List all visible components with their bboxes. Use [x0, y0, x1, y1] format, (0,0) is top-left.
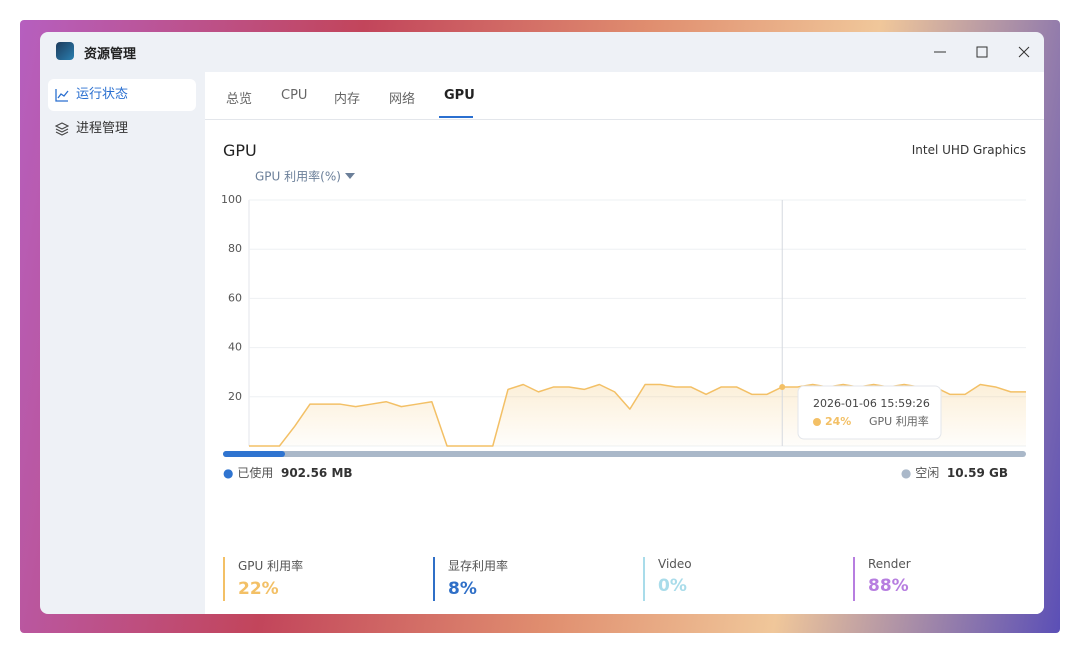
- tooltip-series: GPU 利用率: [869, 414, 929, 428]
- maximize[interactable]: [976, 46, 988, 58]
- window: 资源管理 运行状态 进程管理 总览 CPU 内存 网络 GPU GPU Inte…: [40, 32, 1044, 614]
- memory-free-row: ● 空闲 10.59 GB: [900, 466, 1008, 480]
- label: 空闲: [915, 466, 940, 480]
- dropdown-arrow[interactable]: [345, 173, 355, 179]
- tab-indicator: [439, 116, 473, 118]
- value: 10.59 GB: [946, 466, 1008, 480]
- tooltip-value: 24%: [825, 415, 851, 428]
- app-icon: [56, 42, 74, 60]
- stat-label: GPU 利用率: [238, 559, 304, 573]
- stat: Video 0%: [643, 557, 692, 601]
- stat-value: 88%: [868, 576, 909, 596]
- value: 902.56 MB: [280, 466, 353, 480]
- stat-value: 0%: [658, 576, 687, 596]
- tab[interactable]: GPU: [444, 88, 475, 103]
- divider: [205, 119, 1044, 120]
- device-name: Intel UHD Graphics: [911, 143, 1026, 157]
- stat: Render 88%: [853, 557, 911, 601]
- tab[interactable]: 内存: [334, 92, 361, 107]
- tooltip: [797, 385, 942, 440]
- stat: GPU 利用率 22%: [223, 557, 303, 601]
- y-tick-label: 60: [228, 291, 242, 304]
- tooltip-point: [779, 383, 786, 390]
- metric-selector[interactable]: GPU 利用率(%): [255, 169, 341, 184]
- memory-used-row: ● 已使用 902.56 MB: [223, 466, 353, 480]
- label: 已使用: [237, 466, 274, 480]
- stat-label: Video: [658, 557, 692, 571]
- y-tick-label: 80: [228, 242, 242, 255]
- chart: GPU 利用率(%) 20 40 60 80 100 2026-01-06 15:59:2…: [221, 169, 1026, 447]
- memory-bar: [223, 451, 1026, 457]
- close[interactable]: [1018, 46, 1030, 58]
- stat-label: Render: [868, 557, 911, 571]
- stat-label: 显存利用率: [448, 559, 509, 573]
- nav-icon: [55, 122, 69, 136]
- nav-icon: [55, 89, 69, 102]
- title-bar: 资源管理: [40, 32, 1044, 72]
- tab[interactable]: 网络: [389, 92, 416, 107]
- window-controls: [934, 46, 1030, 58]
- tab[interactable]: CPU: [281, 88, 308, 103]
- stat-value: 22%: [238, 579, 279, 599]
- tab[interactable]: 总览: [226, 92, 253, 107]
- stat: 显存利用率 8%: [433, 557, 508, 601]
- tooltip-swatch: [813, 418, 821, 426]
- tooltip-time: 2026-01-06 15:59:26: [813, 397, 930, 410]
- nav-item[interactable]: 进程管理: [76, 121, 129, 136]
- panel-title: GPU: [223, 141, 257, 160]
- y-tick-label: 100: [221, 193, 242, 206]
- window-title: 资源管理: [84, 47, 137, 62]
- y-tick-label: 20: [228, 390, 242, 403]
- nav-item[interactable]: 运行状态: [48, 79, 196, 111]
- memory-used: [223, 451, 285, 457]
- content: 总览 CPU 内存 网络 GPU GPU Intel UHD Graphics …: [205, 72, 1044, 614]
- y-tick-label: 40: [228, 341, 242, 354]
- stat-value: 8%: [448, 579, 477, 599]
